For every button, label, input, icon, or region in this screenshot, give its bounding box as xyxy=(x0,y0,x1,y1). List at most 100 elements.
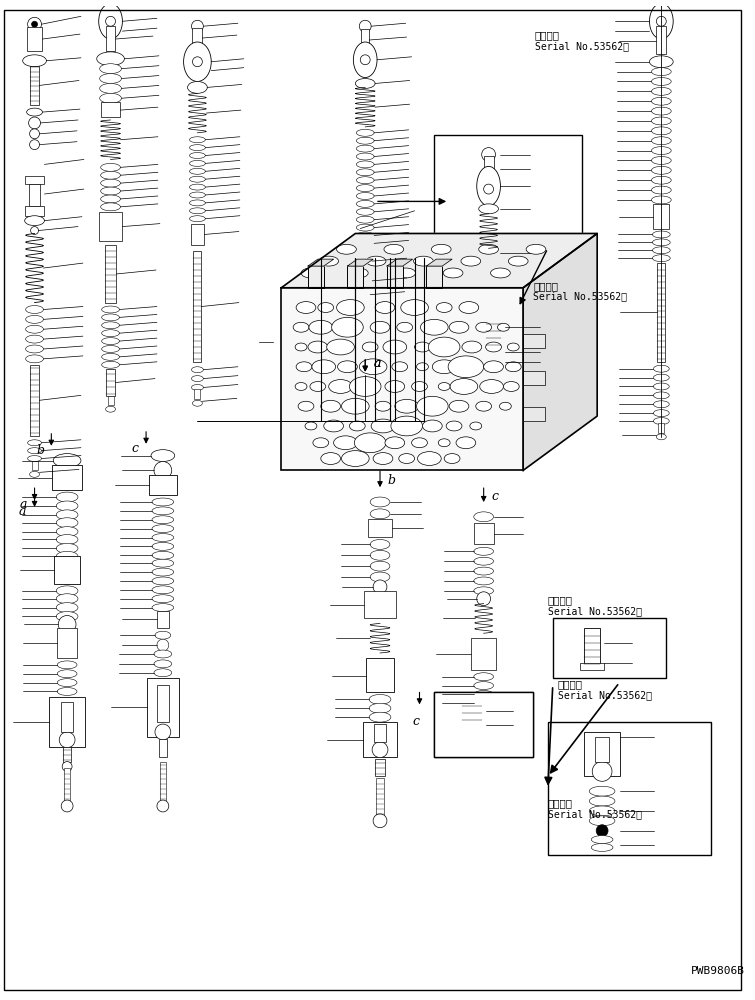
Circle shape xyxy=(61,800,73,812)
Bar xyxy=(658,263,665,362)
Ellipse shape xyxy=(356,240,374,247)
Ellipse shape xyxy=(99,4,122,39)
Bar xyxy=(434,692,533,757)
Ellipse shape xyxy=(28,440,42,446)
Ellipse shape xyxy=(436,303,452,312)
Ellipse shape xyxy=(652,166,671,174)
Ellipse shape xyxy=(356,208,374,215)
Ellipse shape xyxy=(187,81,208,93)
Ellipse shape xyxy=(653,401,669,408)
Circle shape xyxy=(192,20,203,32)
Text: PWB9806B: PWB9806B xyxy=(691,966,745,976)
Ellipse shape xyxy=(476,401,492,411)
Ellipse shape xyxy=(57,661,77,669)
Circle shape xyxy=(31,227,39,234)
Bar xyxy=(52,465,82,490)
Bar xyxy=(584,732,620,776)
Ellipse shape xyxy=(652,68,671,76)
Ellipse shape xyxy=(421,319,448,335)
Ellipse shape xyxy=(417,396,448,416)
Bar xyxy=(361,29,369,51)
Bar xyxy=(374,724,386,742)
Ellipse shape xyxy=(656,434,666,440)
Bar xyxy=(485,317,501,347)
Ellipse shape xyxy=(359,359,387,375)
Ellipse shape xyxy=(653,418,669,424)
Ellipse shape xyxy=(102,306,119,313)
Ellipse shape xyxy=(438,383,450,390)
Ellipse shape xyxy=(354,433,386,453)
Ellipse shape xyxy=(190,200,205,206)
Ellipse shape xyxy=(444,454,460,463)
Ellipse shape xyxy=(298,401,314,411)
Ellipse shape xyxy=(190,153,205,158)
Ellipse shape xyxy=(375,401,391,411)
Ellipse shape xyxy=(100,93,122,103)
Ellipse shape xyxy=(652,247,670,254)
Ellipse shape xyxy=(504,382,519,391)
Ellipse shape xyxy=(498,323,510,331)
Ellipse shape xyxy=(356,185,374,192)
Text: 適用号機: 適用号機 xyxy=(548,596,573,606)
Ellipse shape xyxy=(57,551,78,561)
Ellipse shape xyxy=(356,79,375,88)
Ellipse shape xyxy=(653,374,669,381)
Ellipse shape xyxy=(26,325,44,333)
Bar xyxy=(64,768,70,801)
Text: c: c xyxy=(492,490,498,503)
Ellipse shape xyxy=(54,454,81,467)
Ellipse shape xyxy=(308,341,328,353)
Bar xyxy=(427,266,442,288)
Ellipse shape xyxy=(591,844,613,851)
Bar xyxy=(157,611,169,628)
Bar xyxy=(190,224,205,245)
Ellipse shape xyxy=(474,673,494,681)
Bar xyxy=(368,519,392,537)
Ellipse shape xyxy=(57,527,78,537)
Ellipse shape xyxy=(341,398,369,414)
Ellipse shape xyxy=(152,542,174,550)
Circle shape xyxy=(592,762,612,781)
Ellipse shape xyxy=(383,340,407,354)
Ellipse shape xyxy=(310,382,325,391)
Bar xyxy=(363,722,397,757)
Bar xyxy=(106,369,116,396)
Ellipse shape xyxy=(152,498,174,506)
Ellipse shape xyxy=(97,52,125,66)
Ellipse shape xyxy=(100,64,122,74)
Bar xyxy=(157,685,169,722)
Ellipse shape xyxy=(318,303,334,312)
Ellipse shape xyxy=(100,187,120,195)
Ellipse shape xyxy=(100,203,120,211)
Ellipse shape xyxy=(106,406,116,412)
Bar xyxy=(482,345,505,355)
Ellipse shape xyxy=(296,302,316,313)
Ellipse shape xyxy=(652,117,671,125)
Bar xyxy=(471,638,497,670)
Ellipse shape xyxy=(152,577,174,585)
Ellipse shape xyxy=(337,361,357,373)
Ellipse shape xyxy=(418,452,441,465)
Ellipse shape xyxy=(507,343,519,351)
Ellipse shape xyxy=(652,156,671,164)
Ellipse shape xyxy=(362,342,378,352)
Circle shape xyxy=(154,462,171,479)
Ellipse shape xyxy=(652,137,671,145)
Ellipse shape xyxy=(319,256,338,266)
Ellipse shape xyxy=(152,516,174,524)
Ellipse shape xyxy=(370,539,390,549)
Circle shape xyxy=(476,592,491,606)
Ellipse shape xyxy=(449,321,469,333)
Ellipse shape xyxy=(26,306,44,313)
Bar xyxy=(159,739,167,757)
Bar xyxy=(25,206,45,216)
Ellipse shape xyxy=(57,492,78,502)
Ellipse shape xyxy=(102,346,119,352)
Ellipse shape xyxy=(26,345,44,353)
Text: c: c xyxy=(131,442,138,455)
Ellipse shape xyxy=(29,471,39,477)
Bar xyxy=(105,245,116,303)
Ellipse shape xyxy=(152,551,174,559)
Ellipse shape xyxy=(461,256,481,266)
Ellipse shape xyxy=(26,108,42,116)
